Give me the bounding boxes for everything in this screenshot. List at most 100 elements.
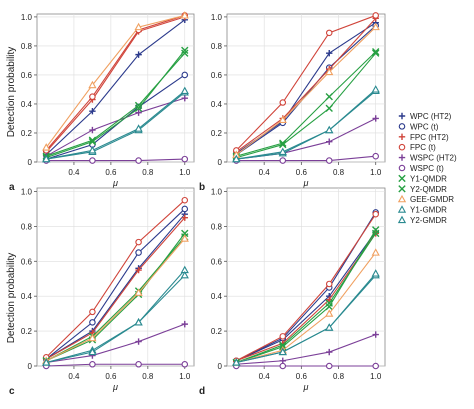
y-axis-label-bottom: Detection probability [6, 253, 17, 344]
series-line [235, 26, 377, 156]
panel-c: 0 0.2 0.4 0.6 0.8 1.0 0.4 0.6 0.8 1.0 μ c [9, 187, 195, 397]
data-point [325, 29, 333, 37]
series-line [45, 16, 185, 153]
x-tick-label: 0.6 [296, 372, 308, 381]
y-axis-label-top: Detection probability [6, 47, 17, 138]
series-y1-qmdr [232, 229, 380, 367]
panel-b: 0 0.2 0.4 0.6 0.8 1.0 0.4 0.6 0.8 1.0 μ b [199, 12, 386, 193]
legend-marker [398, 123, 406, 130]
y-tick-label: 0.2 [21, 129, 33, 138]
x-axis-label: μ [303, 178, 309, 188]
y-tick-label: 1.0 [211, 187, 223, 196]
legend-label: Y1-QMDR [410, 174, 447, 183]
x-tick-label: 0.8 [333, 372, 345, 381]
series-line [236, 334, 376, 365]
legend-marker [398, 154, 406, 161]
data-point [181, 71, 189, 79]
data-point [88, 137, 97, 146]
legend-item: WPC (HT2) [398, 112, 452, 121]
legend-label: GEE-GMDR [410, 195, 454, 204]
data-point [180, 270, 189, 279]
series-line [46, 158, 185, 162]
legend-label: Y1-GMDR [410, 206, 447, 215]
series-wspc-t [42, 360, 189, 370]
data-point [278, 147, 287, 155]
data-point [325, 280, 333, 288]
data-point [372, 48, 380, 56]
legend-label: WPC (HT2) [410, 112, 452, 121]
data-point [325, 302, 333, 311]
data-point [279, 99, 287, 106]
x-tick-label: 0.6 [296, 168, 308, 177]
data-point [181, 94, 188, 102]
series-wpc-t [233, 22, 379, 159]
series-line [236, 252, 377, 364]
data-point [181, 205, 189, 213]
legend-item: FPC (t) [398, 143, 436, 152]
series-line [235, 22, 377, 154]
x-tick-label: 0.4 [259, 372, 271, 381]
x-axis-label: μ [112, 178, 118, 188]
data-point [135, 266, 142, 274]
y-tick-label: 0.6 [21, 71, 33, 80]
series-line [235, 17, 377, 153]
series-line [236, 229, 377, 364]
legend-item: WSPC (HT2) [398, 154, 457, 163]
data-point [134, 101, 143, 110]
series-wspc-t [233, 362, 379, 370]
x-tick-label: 0.8 [142, 168, 154, 177]
series-line [45, 238, 186, 362]
series-y2-qmdr [232, 226, 380, 367]
data-point [181, 360, 189, 368]
y-tick-label: 1.0 [21, 13, 33, 22]
data-point [181, 49, 189, 57]
data-point [181, 229, 189, 238]
series-line [236, 52, 377, 159]
y-tick-label: 0.8 [21, 42, 33, 51]
y-tick-label: 0.2 [21, 327, 33, 336]
data-point [134, 124, 143, 132]
series-wpc-ht2 [233, 19, 379, 157]
legend-label: WSPC (t) [410, 164, 444, 173]
series-line [236, 155, 376, 162]
data-point [325, 104, 333, 113]
series-line [45, 97, 185, 157]
legend: WPC (HT2)WPC (t) FPC (HT2)FPC (t) WSPC (HT… [397, 112, 457, 225]
y-tick-label: 0.6 [211, 257, 223, 266]
data-point [135, 338, 142, 345]
data-point [326, 49, 333, 57]
data-point [42, 143, 51, 151]
data-point [181, 46, 189, 54]
series-wpc-t [42, 71, 189, 163]
data-point [371, 22, 380, 31]
data-point [181, 196, 189, 204]
data-point [42, 154, 51, 163]
x-tick-label: 0.6 [105, 168, 117, 177]
series-line [46, 49, 186, 159]
series-line [45, 217, 186, 360]
data-point [372, 152, 379, 160]
series-line [236, 51, 377, 157]
data-point [89, 93, 96, 100]
data-point [135, 51, 142, 58]
legend-marker [398, 174, 406, 183]
series-line [45, 199, 186, 358]
data-point [325, 93, 333, 101]
data-point [232, 358, 241, 366]
data-point [135, 360, 142, 368]
legend-item: WSPC (t) [398, 164, 444, 173]
data-point [278, 115, 287, 124]
y-tick-label: 0.2 [211, 327, 223, 336]
x-axis-label: μ [303, 382, 309, 392]
legend-item: Y2-GMDR [397, 215, 447, 225]
y-tick-label: 0 [28, 362, 33, 371]
legend-label: Y2-GMDR [410, 216, 447, 225]
x-tick-label: 0.6 [105, 372, 117, 381]
data-point [325, 323, 334, 331]
panel-d: 0 0.2 0.4 0.6 0.8 1.0 0.4 0.6 0.8 1.0 μ d [199, 187, 386, 397]
data-point [372, 331, 379, 338]
data-point [372, 362, 379, 370]
data-point [88, 80, 97, 89]
series-line [46, 91, 186, 160]
